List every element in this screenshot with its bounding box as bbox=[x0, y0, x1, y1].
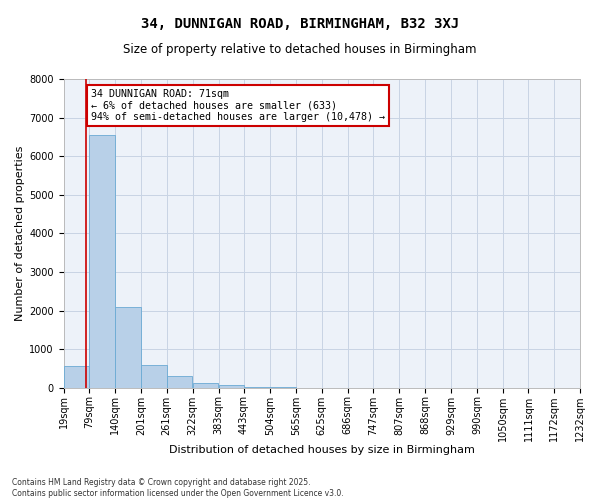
Text: Contains HM Land Registry data © Crown copyright and database right 2025.
Contai: Contains HM Land Registry data © Crown c… bbox=[12, 478, 344, 498]
Bar bbox=[64, 366, 89, 388]
X-axis label: Distribution of detached houses by size in Birmingham: Distribution of detached houses by size … bbox=[169, 445, 475, 455]
Bar bbox=[167, 376, 192, 388]
Bar bbox=[89, 135, 115, 388]
Bar bbox=[218, 385, 244, 388]
Bar bbox=[244, 386, 269, 388]
Bar bbox=[193, 382, 218, 388]
Bar bbox=[270, 387, 296, 388]
Text: Size of property relative to detached houses in Birmingham: Size of property relative to detached ho… bbox=[123, 42, 477, 56]
Bar bbox=[115, 306, 140, 388]
Text: 34, DUNNIGAN ROAD, BIRMINGHAM, B32 3XJ: 34, DUNNIGAN ROAD, BIRMINGHAM, B32 3XJ bbox=[141, 18, 459, 32]
Y-axis label: Number of detached properties: Number of detached properties bbox=[15, 146, 25, 321]
Text: 34 DUNNIGAN ROAD: 71sqm
← 6% of detached houses are smaller (633)
94% of semi-de: 34 DUNNIGAN ROAD: 71sqm ← 6% of detached… bbox=[91, 88, 385, 122]
Bar bbox=[141, 364, 167, 388]
